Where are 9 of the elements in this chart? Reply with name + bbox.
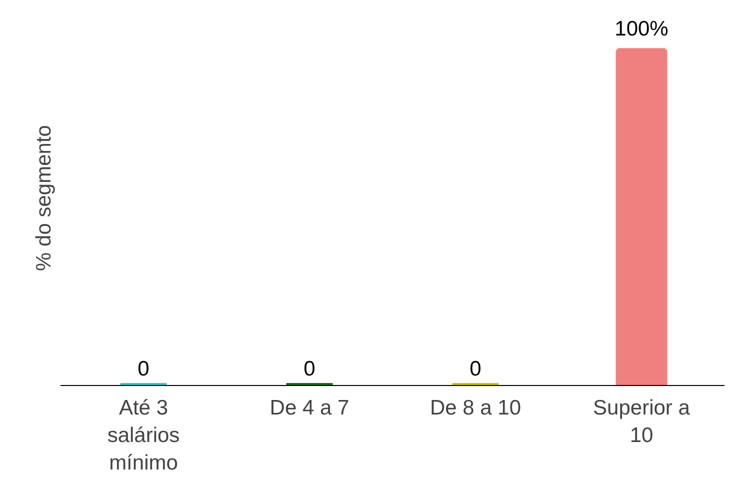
data-label: 0 [138,357,150,380]
data-label: 0 [470,357,482,380]
data-label: 100% [614,18,668,41]
x-tick-label: Até 3 salários mínimo [107,396,180,475]
data-label: 0 [304,357,316,380]
y-axis-title: % do segmento [32,125,56,271]
x-tick-label: Superior a 10 [593,396,690,448]
x-tick-label: De 4 a 7 [270,396,350,420]
x-tick-label: De 8 a 10 [430,396,522,420]
